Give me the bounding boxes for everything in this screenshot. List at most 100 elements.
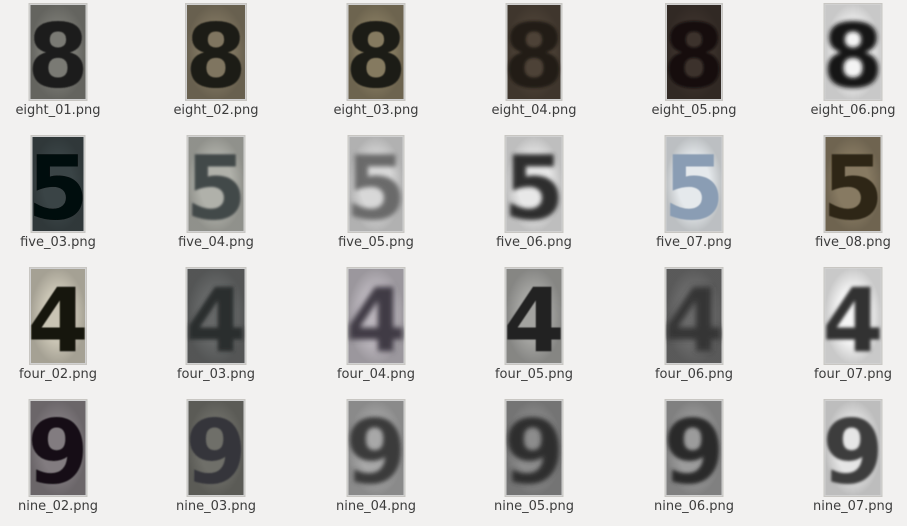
file-thumbnail: 4 bbox=[29, 267, 87, 365]
digit-image-icon: 4 bbox=[824, 268, 882, 364]
file-item[interactable]: 4 four_07.png bbox=[778, 264, 907, 394]
file-thumbnail: 8 bbox=[665, 3, 723, 101]
digit-image-icon: 8 bbox=[186, 4, 246, 100]
file-item[interactable]: 5 five_07.png bbox=[619, 132, 769, 262]
file-name-label: eight_03.png bbox=[333, 103, 419, 118]
file-item[interactable]: 5 five_08.png bbox=[778, 132, 907, 262]
file-item[interactable]: 4 four_02.png bbox=[0, 264, 133, 394]
digit-glyph: 4 bbox=[825, 269, 882, 364]
file-thumbnail: 4 bbox=[504, 267, 564, 365]
file-item[interactable]: 4 four_03.png bbox=[141, 264, 291, 394]
file-name-label: four_03.png bbox=[176, 367, 256, 382]
file-item[interactable]: 9 nine_03.png bbox=[141, 396, 291, 526]
file-name-label: four_04.png bbox=[336, 367, 416, 382]
digit-glyph: 5 bbox=[506, 137, 563, 232]
digit-image-icon: 4 bbox=[186, 268, 246, 364]
file-item[interactable]: 4 four_05.png bbox=[459, 264, 609, 394]
file-name-label: nine_05.png bbox=[493, 499, 574, 514]
file-thumbnail: 8 bbox=[28, 3, 88, 101]
file-item[interactable]: 9 nine_07.png bbox=[778, 396, 907, 526]
file-name-label: nine_04.png bbox=[335, 499, 416, 514]
digit-glyph: 5 bbox=[188, 137, 245, 232]
file-name-label: five_06.png bbox=[496, 235, 572, 250]
file-thumbnail: 5 bbox=[186, 135, 246, 233]
file-name-label: eight_06.png bbox=[810, 103, 896, 118]
digit-glyph: 9 bbox=[30, 401, 87, 496]
file-thumbnail: 9 bbox=[664, 399, 724, 497]
file-name-label: four_06.png bbox=[654, 367, 734, 382]
file-item[interactable]: 9 nine_04.png bbox=[301, 396, 451, 526]
file-item[interactable]: 4 four_06.png bbox=[619, 264, 769, 394]
file-name-label: five_07.png bbox=[656, 235, 732, 250]
digit-image-icon: 5 bbox=[505, 136, 563, 232]
digit-glyph: 9 bbox=[188, 401, 245, 496]
file-item[interactable]: 8 eight_04.png bbox=[459, 0, 609, 130]
file-name-label: eight_01.png bbox=[15, 103, 101, 118]
file-name-label: eight_04.png bbox=[491, 103, 577, 118]
digit-image-icon: 5 bbox=[348, 136, 404, 232]
digit-image-icon: 4 bbox=[505, 268, 563, 364]
digit-glyph: 9 bbox=[825, 401, 882, 496]
file-thumbnail: 4 bbox=[664, 267, 724, 365]
file-item[interactable]: 4 four_04.png bbox=[301, 264, 451, 394]
file-item[interactable]: 8 eight_01.png bbox=[0, 0, 133, 130]
file-item[interactable]: 8 eight_02.png bbox=[141, 0, 291, 130]
digit-image-icon: 4 bbox=[665, 268, 723, 364]
digit-glyph: 4 bbox=[187, 269, 246, 364]
file-thumbnail: 9 bbox=[186, 399, 246, 497]
digit-glyph: 5 bbox=[666, 137, 723, 232]
file-item[interactable]: 8 eight_06.png bbox=[778, 0, 907, 130]
digit-image-icon: 9 bbox=[187, 400, 245, 496]
file-item[interactable]: 9 nine_02.png bbox=[0, 396, 133, 526]
file-name-label: five_08.png bbox=[815, 235, 891, 250]
file-name-label: nine_03.png bbox=[175, 499, 256, 514]
file-thumbnail: 5 bbox=[347, 135, 405, 233]
file-name-label: eight_02.png bbox=[173, 103, 259, 118]
file-name-label: nine_06.png bbox=[653, 499, 734, 514]
file-thumbnail: 4 bbox=[346, 267, 406, 365]
file-item[interactable]: 5 five_04.png bbox=[141, 132, 291, 262]
file-thumbnail: 9 bbox=[823, 399, 883, 497]
digit-glyph: 8 bbox=[348, 5, 405, 100]
file-item[interactable]: 8 eight_03.png bbox=[301, 0, 451, 130]
file-thumbnail: 9 bbox=[28, 399, 88, 497]
digit-glyph: 8 bbox=[825, 5, 882, 100]
file-name-label: five_05.png bbox=[338, 235, 414, 250]
digit-image-icon: 8 bbox=[666, 4, 722, 100]
file-name-label: four_02.png bbox=[18, 367, 98, 382]
file-thumbnail: 5 bbox=[504, 135, 564, 233]
digit-image-icon: 4 bbox=[347, 268, 405, 364]
file-name-label: four_07.png bbox=[813, 367, 893, 382]
file-thumbnail: 8 bbox=[346, 3, 406, 101]
file-item[interactable]: 5 five_06.png bbox=[459, 132, 609, 262]
digit-image-icon: 8 bbox=[506, 4, 562, 100]
file-thumbnail: 8 bbox=[185, 3, 247, 101]
digit-image-icon: 5 bbox=[824, 136, 882, 232]
file-thumbnail: 8 bbox=[823, 3, 883, 101]
digit-glyph: 9 bbox=[506, 401, 563, 496]
digit-image-icon: 8 bbox=[29, 4, 87, 100]
digit-image-icon: 4 bbox=[30, 268, 86, 364]
digit-glyph: 5 bbox=[349, 137, 404, 232]
digit-image-icon: 5 bbox=[187, 136, 245, 232]
file-thumbnail: 4 bbox=[185, 267, 247, 365]
digit-image-icon: 8 bbox=[824, 4, 882, 100]
digit-glyph: 9 bbox=[666, 401, 723, 496]
file-name-label: nine_07.png bbox=[812, 499, 893, 514]
file-item[interactable]: 8 eight_05.png bbox=[619, 0, 769, 130]
file-name-label: eight_05.png bbox=[651, 103, 737, 118]
file-item[interactable]: 9 nine_05.png bbox=[459, 396, 609, 526]
file-name-label: five_03.png bbox=[20, 235, 96, 250]
file-name-label: nine_02.png bbox=[17, 499, 98, 514]
file-thumbnail: 8 bbox=[505, 3, 563, 101]
digit-glyph: 5 bbox=[32, 137, 85, 232]
file-thumbnail: 5 bbox=[664, 135, 724, 233]
digit-image-icon: 5 bbox=[31, 136, 85, 232]
file-thumbnail: 5 bbox=[823, 135, 883, 233]
digit-glyph: 4 bbox=[348, 269, 405, 364]
file-item[interactable]: 5 five_05.png bbox=[301, 132, 451, 262]
file-name-label: four_05.png bbox=[494, 367, 574, 382]
file-item[interactable]: 5 five_03.png bbox=[0, 132, 133, 262]
file-item[interactable]: 9 nine_06.png bbox=[619, 396, 769, 526]
